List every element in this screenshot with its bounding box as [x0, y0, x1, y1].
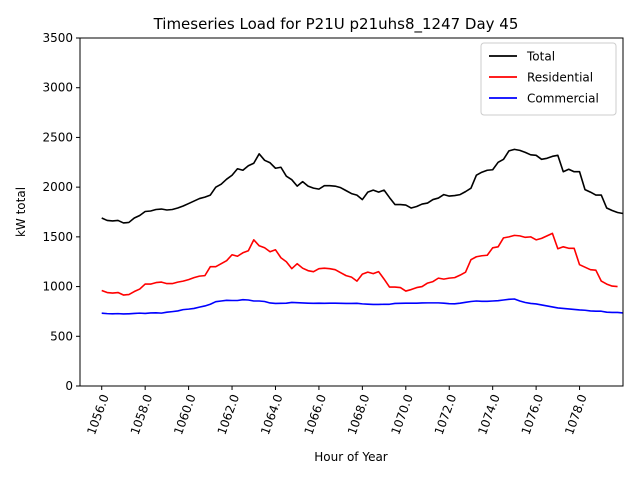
- series-line-residential: [101, 232, 618, 296]
- plot-frame: [79, 37, 624, 387]
- y-tick-label: 2000: [42, 180, 73, 194]
- legend-label-commercial: Commercial: [527, 92, 599, 106]
- x-tick-label: 1078.0: [562, 392, 590, 436]
- y-tick-label: 3000: [42, 81, 73, 95]
- x-tick-label: 1056.0: [84, 392, 112, 436]
- y-tick-label: 0: [65, 379, 73, 393]
- x-tick-label: 1058.0: [128, 392, 156, 436]
- x-tick-label: 1068.0: [345, 392, 373, 436]
- y-tick-label: 1500: [42, 230, 73, 244]
- legend-label-total: Total: [526, 50, 555, 64]
- y-axis-label: kW total: [14, 187, 28, 237]
- y-tick-label: 3500: [42, 31, 73, 45]
- x-tick-label: 1060.0: [171, 392, 199, 436]
- x-axis-label: Hour of Year: [314, 450, 388, 464]
- series-line-total: [101, 148, 624, 224]
- y-tick-label: 2500: [42, 130, 73, 144]
- legend-label-residential: Residential: [527, 71, 593, 85]
- y-tick-label: 500: [50, 329, 73, 343]
- x-tick-label: 1072.0: [432, 392, 460, 436]
- series-line-commercial: [101, 298, 624, 315]
- series-layer: [101, 148, 624, 315]
- x-tick-label: 1066.0: [302, 392, 330, 436]
- y-tick-label: 1000: [42, 280, 73, 294]
- x-tick-label: 1064.0: [258, 392, 286, 436]
- x-tick-label: 1076.0: [519, 392, 547, 436]
- x-tick-label: 1070.0: [388, 392, 416, 436]
- chart-title: Timeseries Load for P21U p21uhs8_1247 Da…: [153, 15, 519, 34]
- legend: Total Residential Commercial: [480, 42, 617, 116]
- y-axis: 0 500 1000 1500 2000 2500 3000 3500: [42, 31, 80, 393]
- x-tick-label: 1074.0: [475, 392, 503, 436]
- legend-box: [480, 42, 617, 116]
- x-axis: 1056.0 1058.0 1060.0 1062.0 1064.0 1066.0 1068…: [84, 386, 590, 437]
- x-tick-label: 1062.0: [215, 392, 243, 436]
